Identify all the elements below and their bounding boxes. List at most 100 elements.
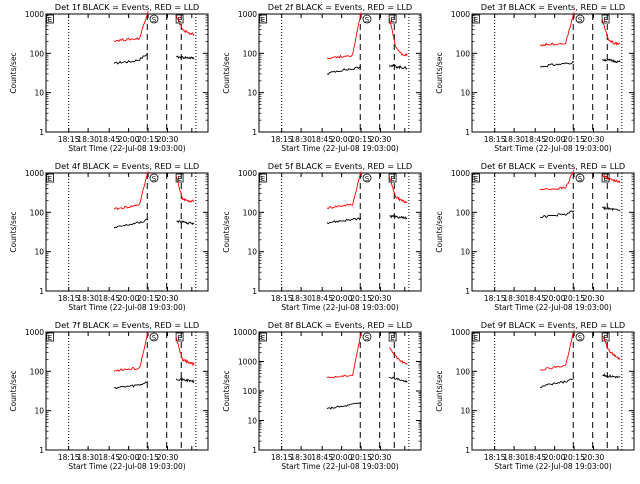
x-tick-label: 18:15: [58, 294, 80, 303]
detector-panel-6: Det 6f BLACK = Events, RED = LLD 1 10 100 10…: [435, 161, 635, 312]
lld-series-line: [326, 333, 362, 379]
y-tick-label: 1: [39, 446, 44, 455]
event-marker-box: [472, 332, 480, 342]
detector-panel-8: Det 8f BLACK = Events, RED = LLD 1 10 100 10…: [222, 320, 422, 471]
lld-series-line-post: [602, 335, 621, 360]
event-marker-label: E: [48, 334, 52, 342]
y-tick-label: 10: [34, 407, 44, 416]
y-tick-label: 1000: [238, 169, 257, 178]
detector-panel-9: Det 9f BLACK = Events, RED = LLD 1 10 100 10…: [435, 320, 635, 471]
event-marker-label: S: [152, 334, 157, 342]
lld-series-line-post: [602, 174, 621, 184]
y-axis-label: Counts/sec: [435, 370, 444, 411]
events-series-line-post: [389, 214, 408, 220]
detector-panel-4: Det 4f BLACK = Events, RED = LLD 1 10 100 10…: [9, 161, 209, 312]
y-tick-label: 1000: [25, 10, 44, 19]
y-axis-label: Counts/sec: [9, 52, 18, 93]
y-tick-label: 1000: [25, 169, 44, 178]
x-tick-label: 18:15: [271, 135, 293, 144]
detector-panel-2: Det 2f BLACK = Events, RED = LLD 1 10 100 10…: [222, 2, 422, 153]
events-series-line: [326, 217, 362, 225]
events-series-line-post: [176, 55, 195, 60]
x-axis-label: Start Time (22-Jul-08 19:03:00): [68, 144, 185, 153]
event-marker-circle: [362, 14, 372, 24]
x-tick-label: 20:15: [563, 294, 585, 303]
event-marker-label: E: [390, 16, 394, 24]
x-axis-label: Start Time (22-Jul-08 19:03:00): [281, 144, 398, 153]
events-series-line-post: [602, 58, 621, 64]
events-series-line-post: [602, 205, 621, 212]
x-tick-label: 20:00: [544, 135, 566, 144]
event-marker-label: E: [261, 175, 265, 183]
y-tick-label: 10: [460, 89, 470, 98]
lld-series-line-post: [175, 176, 195, 203]
event-marker-label: E: [603, 175, 607, 183]
panel-title: Det 5f BLACK = Events, RED = LLD: [268, 161, 412, 171]
event-marker-box: [601, 14, 610, 24]
plot-frame: [45, 13, 209, 133]
plot-frame: [471, 172, 635, 292]
detector-panel-5: Det 5f BLACK = Events, RED = LLD 1 10 100 10…: [222, 161, 422, 312]
x-tick-label: 18:30: [503, 135, 525, 144]
x-tick-label: 20:15: [137, 453, 159, 462]
lld-series-line: [113, 171, 149, 211]
x-tick-label: 20:00: [331, 294, 353, 303]
event-marker-label: E: [177, 334, 181, 342]
panel-title: Det 8f BLACK = Events, RED = LLD: [268, 320, 412, 330]
lld-series-line: [326, 12, 362, 60]
x-tick-label: 18:15: [271, 453, 293, 462]
x-tick-label: 18:30: [503, 294, 525, 303]
y-tick-label: 10: [34, 89, 44, 98]
y-axis-label: Counts/sec: [9, 211, 18, 252]
x-tick-label: 18:30: [290, 294, 312, 303]
x-axis-label: Start Time (22-Jul-08 19:03:00): [281, 462, 398, 471]
y-tick-label: 1000: [451, 328, 470, 337]
event-marker-label: E: [474, 175, 478, 183]
y-axis-label: Counts/sec: [435, 211, 444, 252]
y-tick-label: 1000: [238, 10, 257, 19]
event-marker-label: E: [474, 16, 478, 24]
event-marker-label: S: [578, 334, 583, 342]
x-axis-label: Start Time (22-Jul-08 19:03:00): [494, 303, 611, 312]
y-axis-label: Counts/sec: [222, 370, 231, 411]
event-marker-circle: [149, 173, 159, 183]
lld-series-line: [539, 12, 575, 47]
event-marker-circle: [362, 173, 372, 183]
event-marker-box: [259, 173, 267, 183]
x-tick-label: 20:00: [118, 135, 140, 144]
plot-frame: [258, 13, 422, 133]
x-tick-label: 18:15: [484, 135, 506, 144]
detector-panel-3: Det 3f BLACK = Events, RED = LLD 1 10 100 10…: [435, 2, 635, 153]
x-axis-label: Start Time (22-Jul-08 19:03:00): [68, 303, 185, 312]
y-tick-label: 1000: [451, 10, 470, 19]
x-tick-label: 20:15: [350, 294, 372, 303]
y-tick-label: 100: [456, 49, 471, 58]
plot-frame: [45, 331, 209, 451]
events-series-line-post: [389, 376, 408, 383]
panel-title: Det 6f BLACK = Events, RED = LLD: [481, 161, 625, 171]
y-tick-label: 10: [460, 248, 470, 257]
x-tick-label: 18:15: [271, 294, 293, 303]
x-tick-label: 20:00: [544, 294, 566, 303]
events-series-line: [326, 402, 362, 410]
event-marker-box: [259, 14, 267, 24]
event-marker-box: [46, 173, 54, 183]
y-tick-label: 10: [247, 417, 257, 426]
panel-title: Det 2f BLACK = Events, RED = LLD: [268, 2, 412, 12]
y-tick-label: 10: [247, 248, 257, 257]
detector-panel-1: Det 1f BLACK = Events, RED = LLD 1 10 100 10…: [9, 2, 209, 153]
x-tick-label: 20:30: [157, 135, 179, 144]
x-tick-label: 18:45: [524, 294, 546, 303]
x-tick-label: 18:45: [98, 135, 120, 144]
lld-series-line-post: [388, 17, 408, 57]
y-tick-label: 1: [252, 287, 257, 296]
y-tick-label: 1000: [238, 358, 257, 367]
plot-frame: [471, 331, 635, 451]
y-tick-label: 100: [243, 387, 258, 396]
lld-series-line: [539, 169, 575, 191]
panel-title: Det 4f BLACK = Events, RED = LLD: [55, 161, 199, 171]
lld-series-line-post: [175, 337, 195, 367]
events-series-line: [539, 210, 575, 219]
lld-series-line: [326, 171, 362, 210]
